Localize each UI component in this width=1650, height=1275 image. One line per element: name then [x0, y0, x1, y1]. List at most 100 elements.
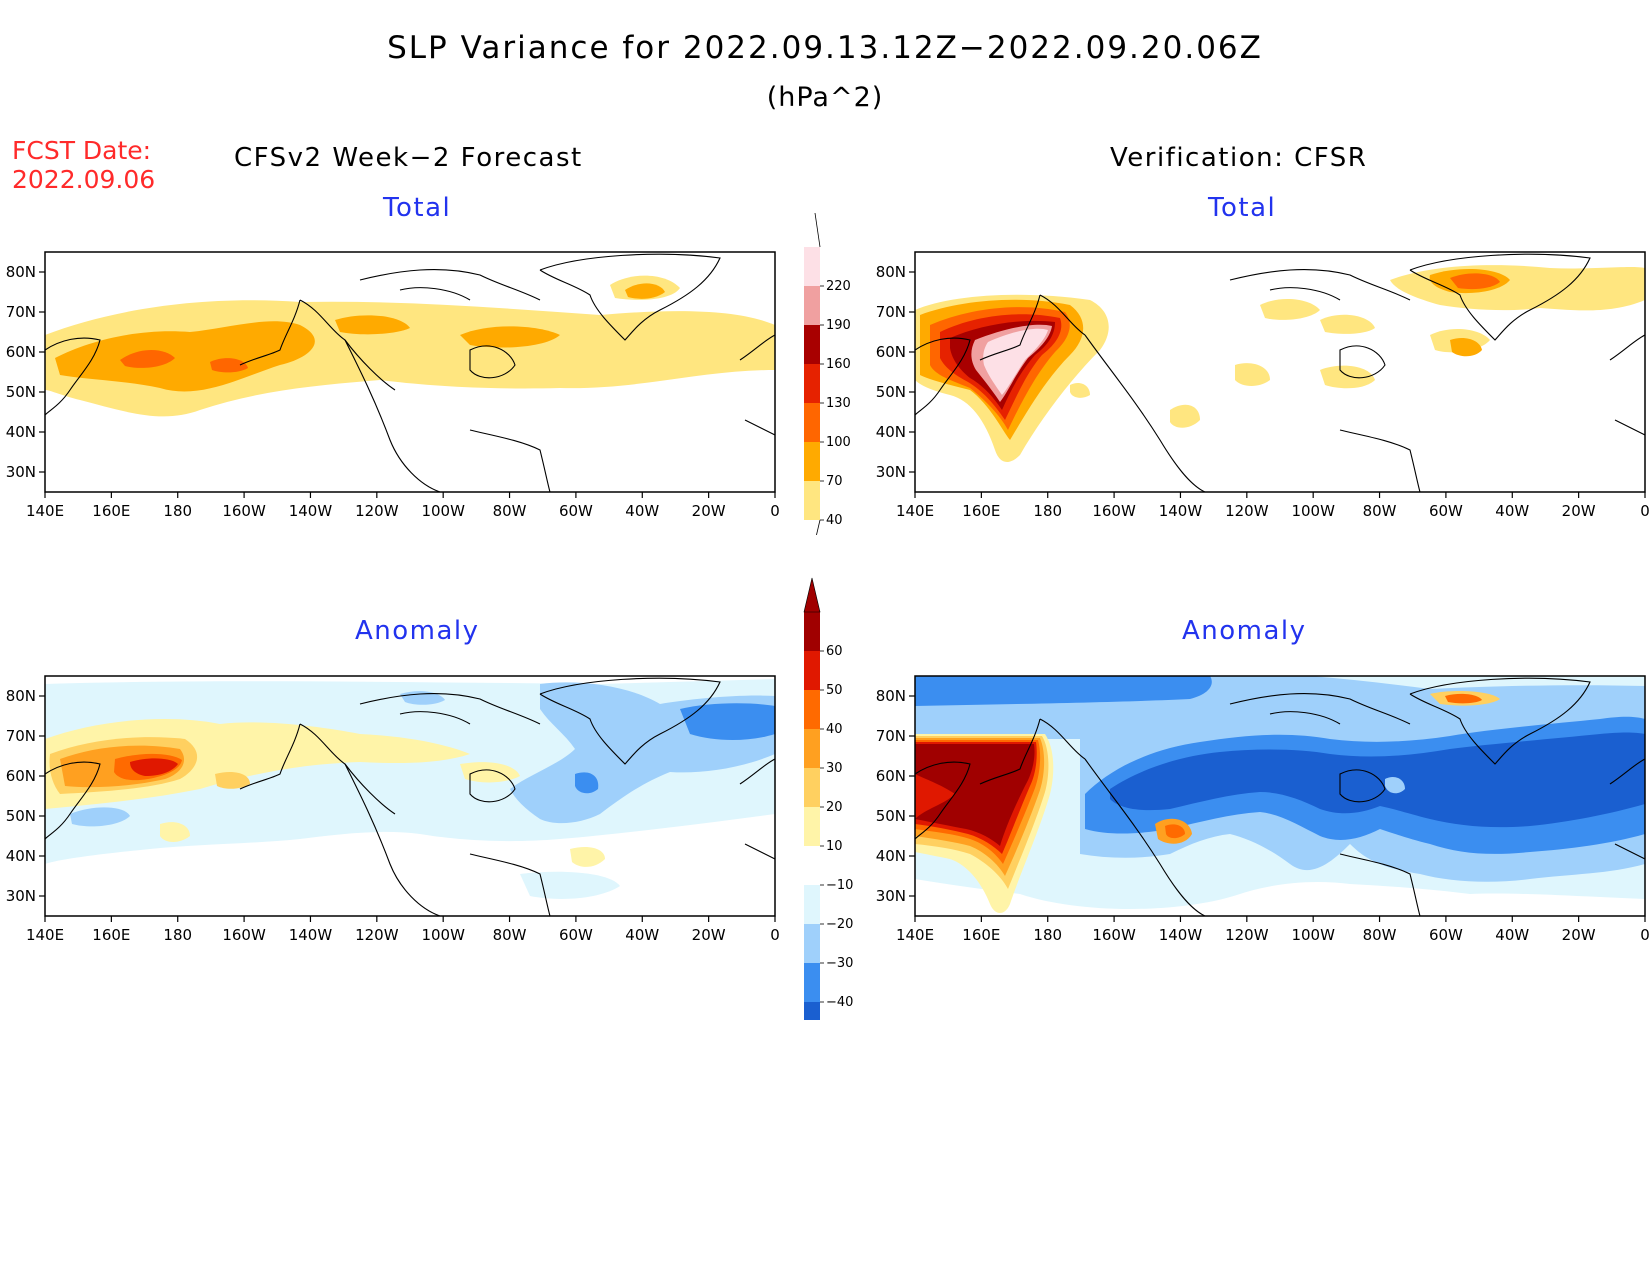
lon-label: 180 — [1033, 926, 1062, 944]
lon-label: 120W — [355, 502, 399, 520]
lat-axis: 80N 70N 60N 50N 40N 30N — [876, 687, 915, 905]
lat-label: 60N — [876, 343, 906, 361]
lon-label: 80W — [1363, 502, 1397, 520]
lon-label: 160E — [962, 926, 1000, 944]
coastline-asia — [915, 761, 971, 840]
anomaly-colorbar: 60 50 40 30 20 10 −10 −20 −30 −40 — [790, 570, 870, 1076]
forecast-date: FCST Date: 2022.09.06 — [12, 136, 155, 194]
coastline-greenland — [539, 677, 721, 765]
coastline-arctic-islands — [359, 693, 541, 725]
colorbar-label: 70 — [826, 474, 843, 489]
lon-label: 0 — [770, 502, 780, 520]
lat-label: 60N — [876, 767, 906, 785]
lon-label: 180 — [1033, 502, 1062, 520]
coastline-greenland — [1409, 253, 1591, 341]
lon-label: 160W — [222, 502, 266, 520]
lat-label: 70N — [876, 303, 906, 321]
anomaly-shading-pos40 — [1445, 693, 1482, 704]
lon-label: 40W — [625, 926, 659, 944]
forecast-anomaly-label: Anomaly — [355, 616, 480, 646]
colorbar-swatch — [804, 729, 820, 768]
lon-label: 80W — [493, 502, 527, 520]
anomaly-shading-pos50 — [130, 758, 178, 776]
lat-label: 80N — [6, 687, 36, 705]
colorbar-swatch — [804, 924, 820, 963]
variance-shading-70 — [1450, 338, 1482, 357]
lat-label: 50N — [876, 383, 906, 401]
lon-axis: 140E 160E 180 160W 140W 120W 100W 80W 60W 40W 20W 0 — [26, 492, 780, 520]
lon-label: 120W — [1225, 502, 1269, 520]
lon-label: 100W — [421, 926, 465, 944]
lon-label: 180 — [163, 926, 192, 944]
lon-label: 140E — [896, 502, 934, 520]
forecast-date-label: FCST Date: — [12, 136, 152, 165]
lon-label: 180 — [163, 502, 192, 520]
coastline-north-america — [344, 339, 551, 492]
lon-label: 40W — [625, 502, 659, 520]
lat-label: 50N — [6, 383, 36, 401]
lon-label: 0 — [770, 926, 780, 944]
colorbar-label: 160 — [826, 357, 851, 372]
lon-label: 140E — [26, 502, 64, 520]
variance-shading-70 — [335, 315, 410, 335]
coastline-arctic-islands — [359, 269, 541, 301]
forecast-total-label: Total — [383, 193, 452, 223]
lon-label: 100W — [1291, 502, 1335, 520]
colorbar-label: −40 — [826, 995, 853, 1010]
colorbar-label: 50 — [826, 683, 843, 698]
lon-label: 100W — [1291, 926, 1335, 944]
coastline-asia — [45, 761, 101, 840]
colorbar-label: −20 — [826, 917, 853, 932]
verification-anomaly-label: Anomaly — [1182, 616, 1307, 646]
lon-label: 40W — [1495, 502, 1529, 520]
lon-label: 120W — [355, 926, 399, 944]
colorbar-label: 100 — [826, 435, 851, 450]
variance-shading-40 — [1070, 383, 1090, 398]
lat-axis: 80N 70N 60N 50N 40N 30N — [6, 263, 45, 481]
coastline-north-america — [1084, 334, 1421, 492]
lon-label: 60W — [559, 502, 593, 520]
coastline-hudson-bay — [1339, 769, 1386, 803]
total-colorbar: 220 190 160 130 100 70 40 — [790, 205, 870, 555]
coastline-alaska — [979, 718, 1086, 785]
anomaly-shading-neg20 — [70, 807, 130, 827]
colorbar-swatch — [804, 403, 820, 442]
verification-total-label: Total — [1208, 193, 1277, 223]
coastline-asia — [45, 337, 101, 416]
coastline-hudson-bay — [1339, 345, 1386, 379]
lon-label: 120W — [1225, 926, 1269, 944]
forecast-anomaly-map: 80N 70N 60N 50N 40N 30N 140E 160E 180 160W 140W 12… — [0, 664, 800, 964]
anomaly-shading-neg10 — [520, 871, 620, 899]
lat-label: 50N — [876, 807, 906, 825]
anomaly-shading-pos60 — [915, 744, 1035, 846]
lat-label: 70N — [6, 727, 36, 745]
lat-label: 30N — [6, 887, 36, 905]
coastline-europe — [739, 758, 775, 860]
lon-label: 0 — [1640, 502, 1650, 520]
lon-label: 160E — [92, 502, 130, 520]
colorbar-swatch — [804, 651, 820, 690]
colorbar-label: 60 — [826, 644, 843, 659]
colorbar-top-arrow — [803, 577, 821, 613]
colorbar-swatch — [804, 325, 820, 364]
coastline-europe — [739, 334, 775, 436]
verification-header: Verification: CFSR — [1110, 143, 1368, 173]
lon-label: 140W — [289, 926, 333, 944]
variance-shading-70 — [55, 321, 315, 392]
colorbar-label: 40 — [826, 722, 843, 737]
coastline-hudson-bay — [469, 345, 516, 379]
lat-label: 40N — [876, 847, 906, 865]
lon-label: 160W — [1092, 502, 1136, 520]
anomaly-shading-neg20 — [1385, 777, 1405, 794]
lon-label: 100W — [421, 502, 465, 520]
colorbar-label: 130 — [826, 396, 851, 411]
coastline-europe — [1609, 758, 1645, 860]
lon-label: 60W — [559, 926, 593, 944]
variance-shading-220 — [983, 328, 1048, 395]
anomaly-shading-neg40 — [1110, 732, 1645, 828]
variance-shading-70 — [460, 326, 560, 348]
colorbar-swatch — [804, 885, 820, 924]
colorbar-label: 220 — [826, 279, 851, 294]
anomaly-shading-pos10 — [570, 847, 605, 867]
lat-label: 70N — [876, 727, 906, 745]
